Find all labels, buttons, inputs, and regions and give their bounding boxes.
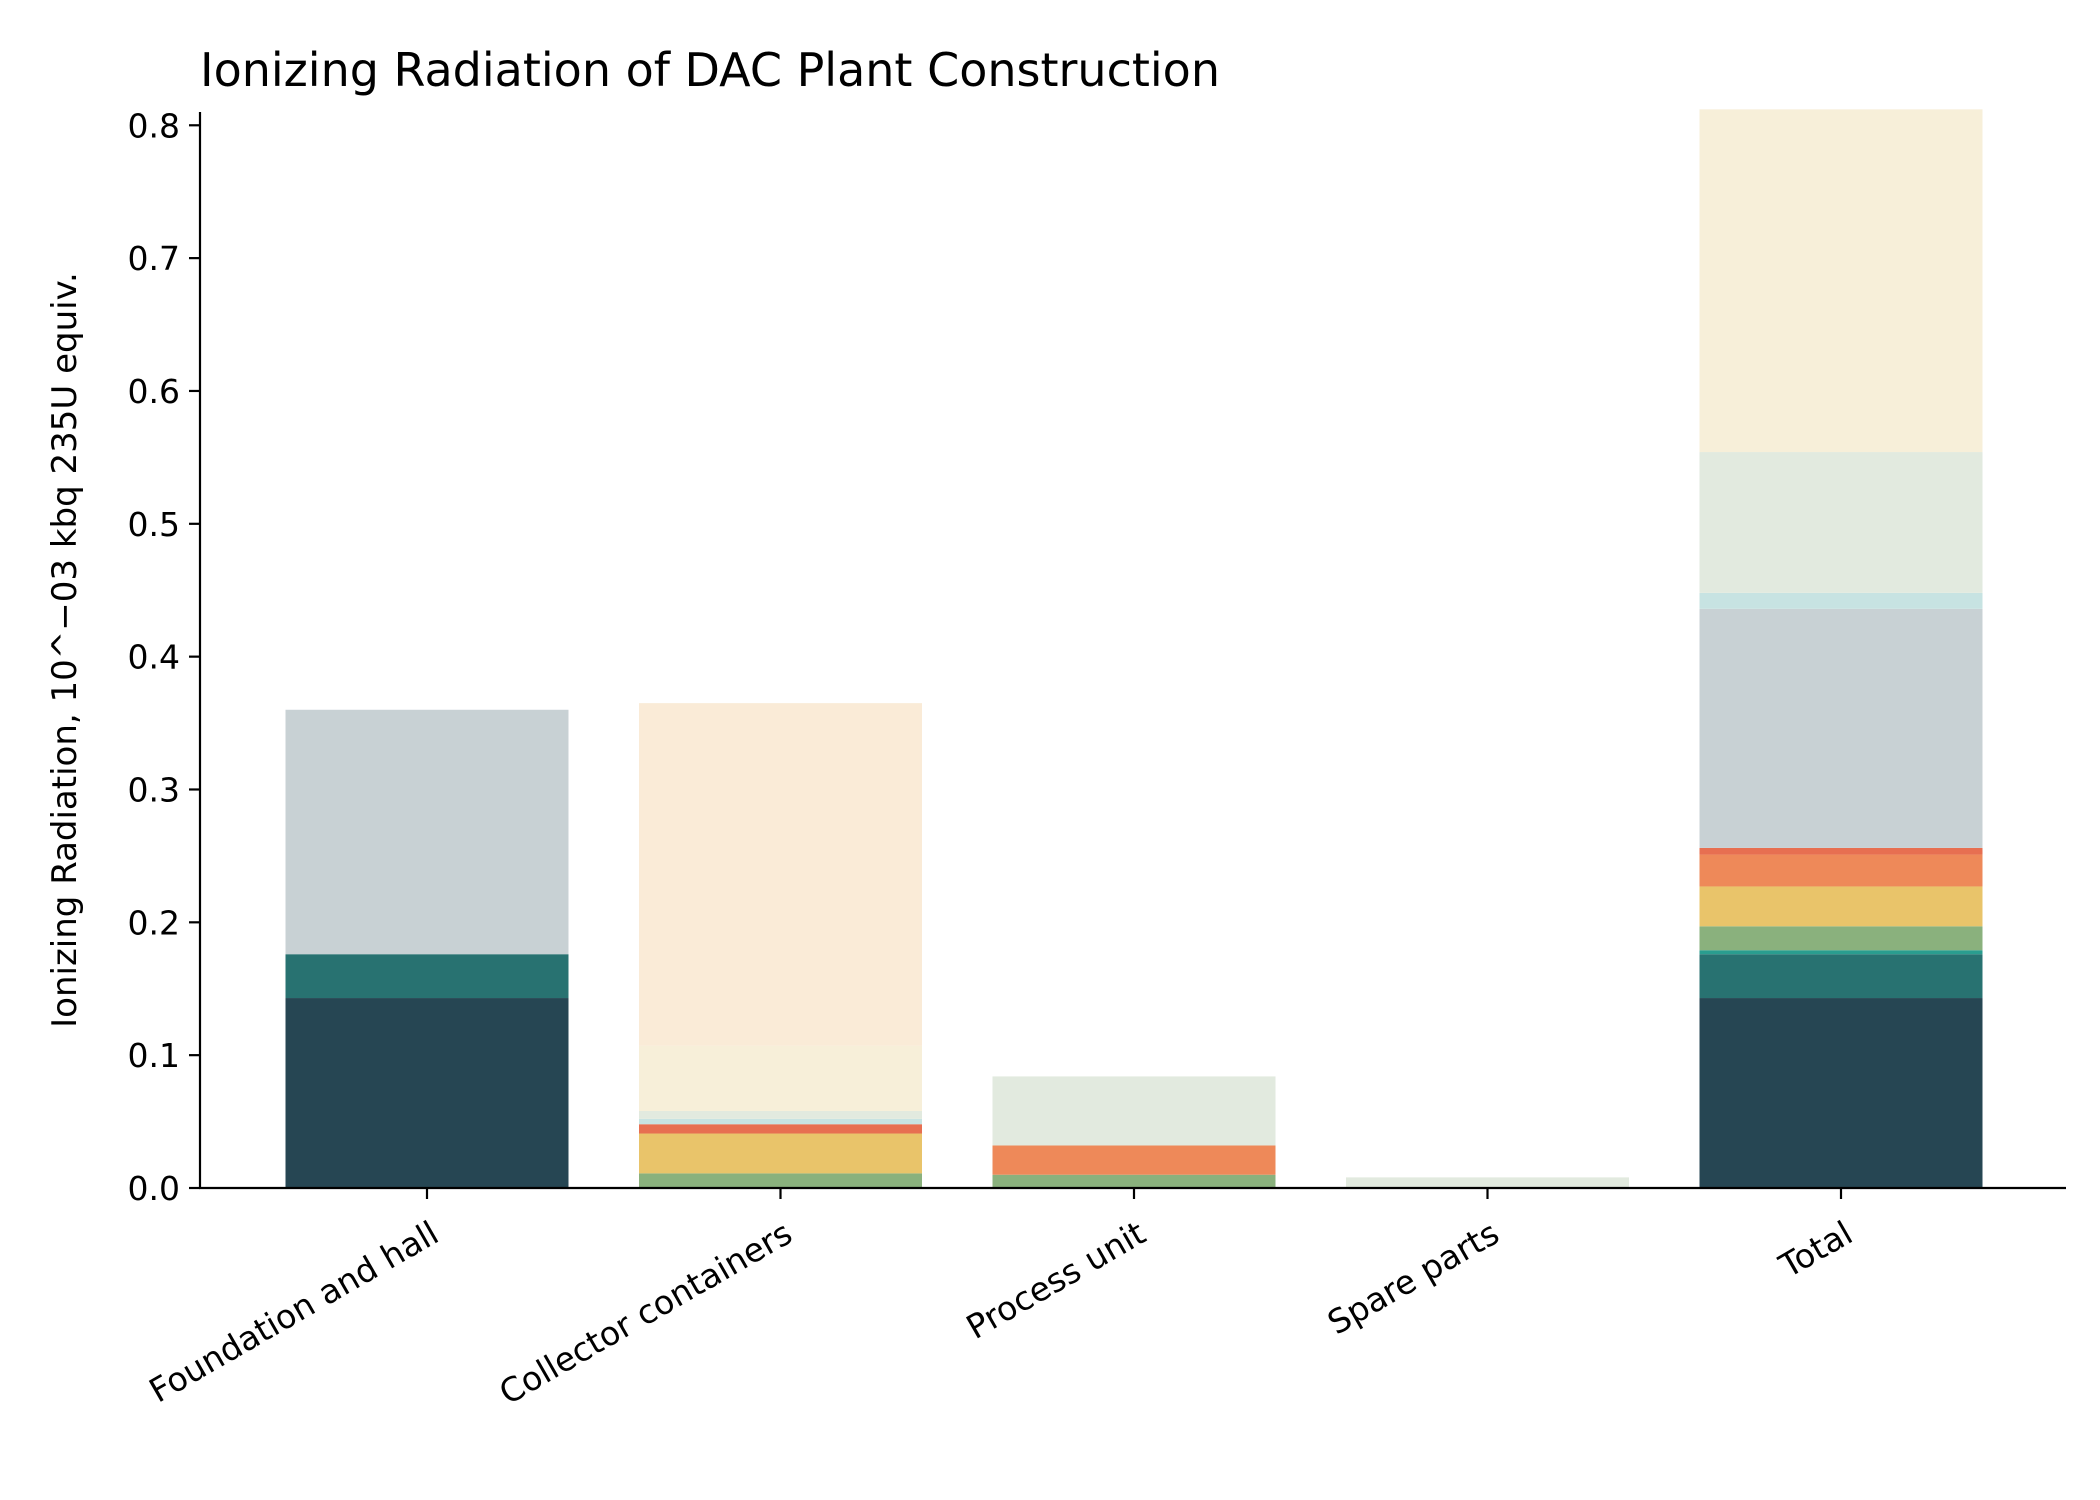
- bar-segment-process-unit-9: [992, 1076, 1276, 1146]
- y-tick-label: 0.1: [128, 1036, 180, 1075]
- bar-segment-total-6: [1699, 847, 1983, 855]
- x-ticks: Foundation and hall Collector containers P…: [143, 1188, 1859, 1412]
- y-tick-label: 0.2: [128, 903, 180, 942]
- bar-segment-process-unit-3: [992, 1174, 1276, 1188]
- y-tick-label: 0.7: [128, 239, 180, 278]
- y-tick-label: 0.6: [128, 372, 180, 411]
- bar-segment-total-8: [1699, 592, 1983, 609]
- bar-segment-total-7: [1699, 608, 1983, 848]
- x-tick-label-process-unit: Process unit: [960, 1213, 1152, 1347]
- bar-segment-total-9: [1699, 452, 1983, 593]
- bar-segment-total-1: [1699, 954, 1983, 999]
- y-tick-label: 0.5: [128, 505, 180, 544]
- y-tick-label: 0.4: [128, 638, 180, 677]
- bar-segment-total-5: [1699, 854, 1983, 887]
- bar-segment-collector-containers-11: [639, 703, 922, 1046]
- bar-segment-total-4: [1699, 886, 1983, 927]
- bar-segment-spare-parts-9: [1346, 1177, 1629, 1188]
- x-tick-label-foundation-and-hall: Foundation and hall: [143, 1213, 445, 1410]
- y-tick-label: 0.8: [128, 106, 180, 145]
- bar-segment-total-2: [1699, 950, 1983, 955]
- y-tick-label: 0.0: [128, 1169, 180, 1208]
- bar-segment-collector-containers-10: [639, 1045, 922, 1111]
- y-axis-label: Ionizing Radiation, 10^−03 kbq 235U equi…: [45, 272, 85, 1028]
- y-tick-label: 0.3: [128, 770, 180, 809]
- x-tick-label-spare-parts: Spare parts: [1321, 1213, 1506, 1342]
- y-ticks: 0.0 0.1 0.2 0.3 0.4 0.5 0.6 0.7 0.8: [128, 106, 200, 1208]
- bar-segment-collector-containers-3: [639, 1173, 922, 1188]
- bar-segment-foundation-and-hall-1: [285, 954, 569, 999]
- x-tick-label-total: Total: [1772, 1213, 1859, 1286]
- bar-segment-foundation-and-hall-0: [285, 998, 569, 1188]
- bars: [285, 109, 1983, 1188]
- bar-segment-collector-containers-9: [639, 1110, 922, 1119]
- bar-segment-collector-containers-4: [639, 1133, 922, 1174]
- chart-title: Ionizing Radiation of DAC Plant Construc…: [200, 43, 1220, 97]
- bar-segment-process-unit-5: [992, 1145, 1276, 1175]
- bar-segment-total-10: [1699, 109, 1983, 453]
- bar-segment-total-3: [1699, 926, 1983, 951]
- bar-segment-collector-containers-8: [639, 1118, 922, 1125]
- x-tick-label-collector-containers: Collector containers: [493, 1213, 799, 1412]
- bar-segment-foundation-and-hall-7: [285, 709, 569, 955]
- bar-segment-total-0: [1699, 998, 1983, 1188]
- bar-segment-collector-containers-6: [639, 1124, 922, 1134]
